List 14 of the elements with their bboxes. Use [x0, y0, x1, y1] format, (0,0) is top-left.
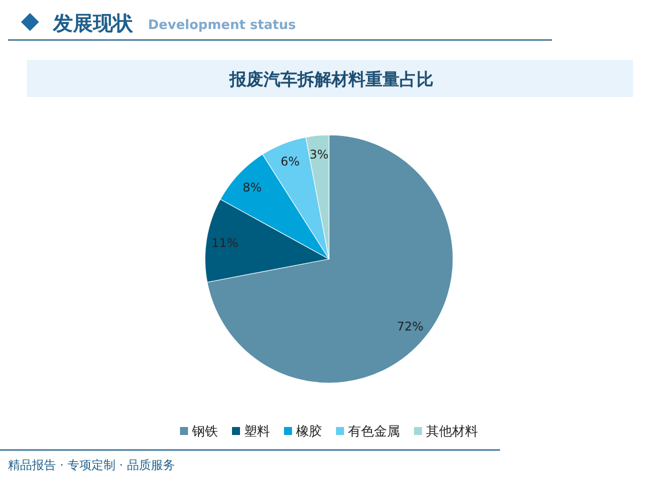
legend-label: 塑料	[244, 424, 270, 440]
data-label: 6%	[280, 154, 300, 168]
text: 精品报告 · 专项定制 · 品质服务	[8, 458, 175, 472]
data-label: 11%	[212, 236, 238, 250]
legend-label: 有色金属	[348, 424, 400, 440]
legend-label: 其他材料	[426, 424, 478, 440]
legend-label: 橡胶	[296, 424, 322, 440]
data-label: 72%	[396, 320, 424, 334]
text: 发展现状	[52, 11, 134, 35]
chart-title: 报废汽车拆解材料重量占比	[228, 70, 434, 90]
legend-label: 钢铁	[191, 424, 218, 440]
text: Development status	[148, 18, 296, 33]
data-label: 3%	[310, 148, 329, 162]
data-label: 8%	[242, 180, 262, 194]
